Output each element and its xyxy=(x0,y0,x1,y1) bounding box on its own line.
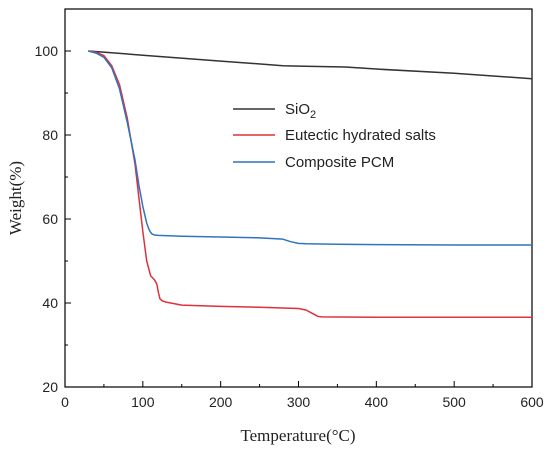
x-tick-label: 400 xyxy=(365,394,389,410)
y-tick-label: 40 xyxy=(42,295,58,311)
y-tick-label: 80 xyxy=(42,127,58,143)
x-tick-label: 100 xyxy=(131,394,155,410)
legend-label-eutectic: Eutectic hydrated salts xyxy=(285,127,436,144)
legend: SiO2 Eutectic hydrated salts Composite P… xyxy=(233,101,436,171)
x-tick-label: 200 xyxy=(209,394,233,410)
series-line-composite xyxy=(88,50,532,246)
series-layer xyxy=(88,50,533,319)
x-tick-label: 500 xyxy=(442,394,466,410)
x-tick-label: 300 xyxy=(287,394,311,410)
x-axis-ticks: 0 100 200 300 400 500 600 xyxy=(61,381,544,410)
legend-label-sio2-subscript: 2 xyxy=(310,109,316,121)
y-tick-label: 100 xyxy=(35,43,59,59)
series-line-sio2 xyxy=(88,50,533,80)
y-axis-title: Weight(%) xyxy=(6,161,25,235)
x-tick-label: 0 xyxy=(61,394,69,410)
legend-label-composite: Composite PCM xyxy=(285,154,394,171)
y-tick-label: 20 xyxy=(42,379,58,395)
y-axis-ticks: 20 40 60 80 100 xyxy=(35,43,71,395)
series-line-eutectic xyxy=(88,50,532,319)
legend-label-sio2: SiO2 xyxy=(285,101,316,121)
x-tick-label: 600 xyxy=(520,394,544,410)
y-tick-label: 60 xyxy=(42,211,58,227)
legend-label-sio2-main: SiO xyxy=(285,101,310,118)
x-axis-title: Temperature(°C) xyxy=(240,426,355,445)
